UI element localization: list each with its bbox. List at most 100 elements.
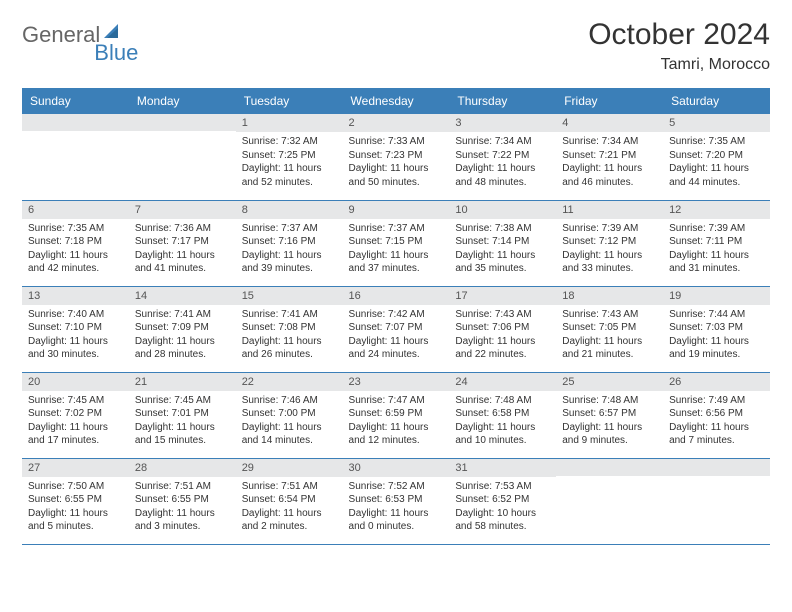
sunset-text: Sunset: 7:03 PM [669,321,764,335]
day-number: 17 [449,287,556,305]
sunset-text: Sunset: 6:56 PM [669,407,764,421]
logo-text-2: Blue [94,42,138,64]
calendar-week-row: 27Sunrise: 7:50 AMSunset: 6:55 PMDayligh… [22,458,770,544]
day-content: Sunrise: 7:36 AMSunset: 7:17 PMDaylight:… [129,219,236,280]
day-number: 29 [236,459,343,477]
sunrise-text: Sunrise: 7:32 AM [242,135,337,149]
sunset-text: Sunset: 7:11 PM [669,235,764,249]
daylight-text: Daylight: 11 hours and 46 minutes. [562,162,657,189]
sunset-text: Sunset: 7:09 PM [135,321,230,335]
day-content: Sunrise: 7:52 AMSunset: 6:53 PMDaylight:… [343,477,450,538]
title-block: October 2024 Tamri, Morocco [588,18,770,74]
daylight-text: Daylight: 11 hours and 5 minutes. [28,507,123,534]
sunrise-text: Sunrise: 7:50 AM [28,480,123,494]
calendar-cell [129,114,236,200]
sunrise-text: Sunrise: 7:37 AM [349,222,444,236]
sunrise-text: Sunrise: 7:36 AM [135,222,230,236]
day-content: Sunrise: 7:48 AMSunset: 6:57 PMDaylight:… [556,391,663,452]
daylight-text: Daylight: 11 hours and 35 minutes. [455,249,550,276]
sunrise-text: Sunrise: 7:45 AM [28,394,123,408]
calendar-cell: 14Sunrise: 7:41 AMSunset: 7:09 PMDayligh… [129,286,236,372]
day-number: 21 [129,373,236,391]
calendar-cell: 21Sunrise: 7:45 AMSunset: 7:01 PMDayligh… [129,372,236,458]
day-number [663,459,770,476]
page-title: October 2024 [588,18,770,52]
weekday-header: Monday [129,88,236,114]
daylight-text: Daylight: 11 hours and 37 minutes. [349,249,444,276]
day-content: Sunrise: 7:50 AMSunset: 6:55 PMDaylight:… [22,477,129,538]
calendar-cell: 8Sunrise: 7:37 AMSunset: 7:16 PMDaylight… [236,200,343,286]
day-number: 6 [22,201,129,219]
day-number: 14 [129,287,236,305]
calendar-cell: 18Sunrise: 7:43 AMSunset: 7:05 PMDayligh… [556,286,663,372]
day-content [129,131,236,138]
day-content: Sunrise: 7:46 AMSunset: 7:00 PMDaylight:… [236,391,343,452]
weekday-header: Saturday [663,88,770,114]
day-content: Sunrise: 7:41 AMSunset: 7:09 PMDaylight:… [129,305,236,366]
day-content: Sunrise: 7:49 AMSunset: 6:56 PMDaylight:… [663,391,770,452]
weekday-header: Wednesday [343,88,450,114]
daylight-text: Daylight: 11 hours and 41 minutes. [135,249,230,276]
day-number: 3 [449,114,556,132]
daylight-text: Daylight: 11 hours and 2 minutes. [242,507,337,534]
sunset-text: Sunset: 6:54 PM [242,493,337,507]
daylight-text: Daylight: 11 hours and 17 minutes. [28,421,123,448]
sunrise-text: Sunrise: 7:49 AM [669,394,764,408]
sunset-text: Sunset: 7:05 PM [562,321,657,335]
daylight-text: Daylight: 10 hours and 58 minutes. [455,507,550,534]
daylight-text: Daylight: 11 hours and 42 minutes. [28,249,123,276]
sunset-text: Sunset: 6:55 PM [135,493,230,507]
calendar-cell: 27Sunrise: 7:50 AMSunset: 6:55 PMDayligh… [22,458,129,544]
sunset-text: Sunset: 7:17 PM [135,235,230,249]
sunset-text: Sunset: 7:22 PM [455,149,550,163]
day-number: 1 [236,114,343,132]
day-content: Sunrise: 7:45 AMSunset: 7:02 PMDaylight:… [22,391,129,452]
daylight-text: Daylight: 11 hours and 26 minutes. [242,335,337,362]
calendar-header-row: SundayMondayTuesdayWednesdayThursdayFrid… [22,88,770,114]
day-content: Sunrise: 7:45 AMSunset: 7:01 PMDaylight:… [129,391,236,452]
day-content: Sunrise: 7:41 AMSunset: 7:08 PMDaylight:… [236,305,343,366]
calendar-cell: 9Sunrise: 7:37 AMSunset: 7:15 PMDaylight… [343,200,450,286]
day-content: Sunrise: 7:51 AMSunset: 6:55 PMDaylight:… [129,477,236,538]
daylight-text: Daylight: 11 hours and 24 minutes. [349,335,444,362]
sunset-text: Sunset: 6:59 PM [349,407,444,421]
daylight-text: Daylight: 11 hours and 9 minutes. [562,421,657,448]
day-number: 30 [343,459,450,477]
calendar-cell: 24Sunrise: 7:48 AMSunset: 6:58 PMDayligh… [449,372,556,458]
calendar-cell: 3Sunrise: 7:34 AMSunset: 7:22 PMDaylight… [449,114,556,200]
sunrise-text: Sunrise: 7:34 AM [562,135,657,149]
daylight-text: Daylight: 11 hours and 52 minutes. [242,162,337,189]
day-number: 28 [129,459,236,477]
daylight-text: Daylight: 11 hours and 15 minutes. [135,421,230,448]
day-number: 26 [663,373,770,391]
sunrise-text: Sunrise: 7:51 AM [135,480,230,494]
sunset-text: Sunset: 7:18 PM [28,235,123,249]
calendar-cell: 6Sunrise: 7:35 AMSunset: 7:18 PMDaylight… [22,200,129,286]
calendar-cell [556,458,663,544]
sunset-text: Sunset: 6:57 PM [562,407,657,421]
day-number: 15 [236,287,343,305]
day-number: 13 [22,287,129,305]
sunrise-text: Sunrise: 7:45 AM [135,394,230,408]
sunrise-text: Sunrise: 7:51 AM [242,480,337,494]
calendar-cell [22,114,129,200]
sunrise-text: Sunrise: 7:37 AM [242,222,337,236]
sunset-text: Sunset: 7:06 PM [455,321,550,335]
sunrise-text: Sunrise: 7:40 AM [28,308,123,322]
calendar-cell: 16Sunrise: 7:42 AMSunset: 7:07 PMDayligh… [343,286,450,372]
sunrise-text: Sunrise: 7:43 AM [562,308,657,322]
sunset-text: Sunset: 7:25 PM [242,149,337,163]
sunset-text: Sunset: 7:20 PM [669,149,764,163]
day-number: 8 [236,201,343,219]
sunrise-text: Sunrise: 7:39 AM [562,222,657,236]
day-number: 24 [449,373,556,391]
day-content: Sunrise: 7:38 AMSunset: 7:14 PMDaylight:… [449,219,556,280]
sunset-text: Sunset: 7:23 PM [349,149,444,163]
weekday-header: Friday [556,88,663,114]
day-number: 12 [663,201,770,219]
daylight-text: Daylight: 11 hours and 22 minutes. [455,335,550,362]
sunrise-text: Sunrise: 7:48 AM [455,394,550,408]
daylight-text: Daylight: 11 hours and 44 minutes. [669,162,764,189]
calendar-cell: 29 Sunrise: 7:51 AMSunset: 6:54 PMDayligh… [236,458,343,544]
calendar-cell: 28Sunrise: 7:51 AMSunset: 6:55 PMDayligh… [129,458,236,544]
